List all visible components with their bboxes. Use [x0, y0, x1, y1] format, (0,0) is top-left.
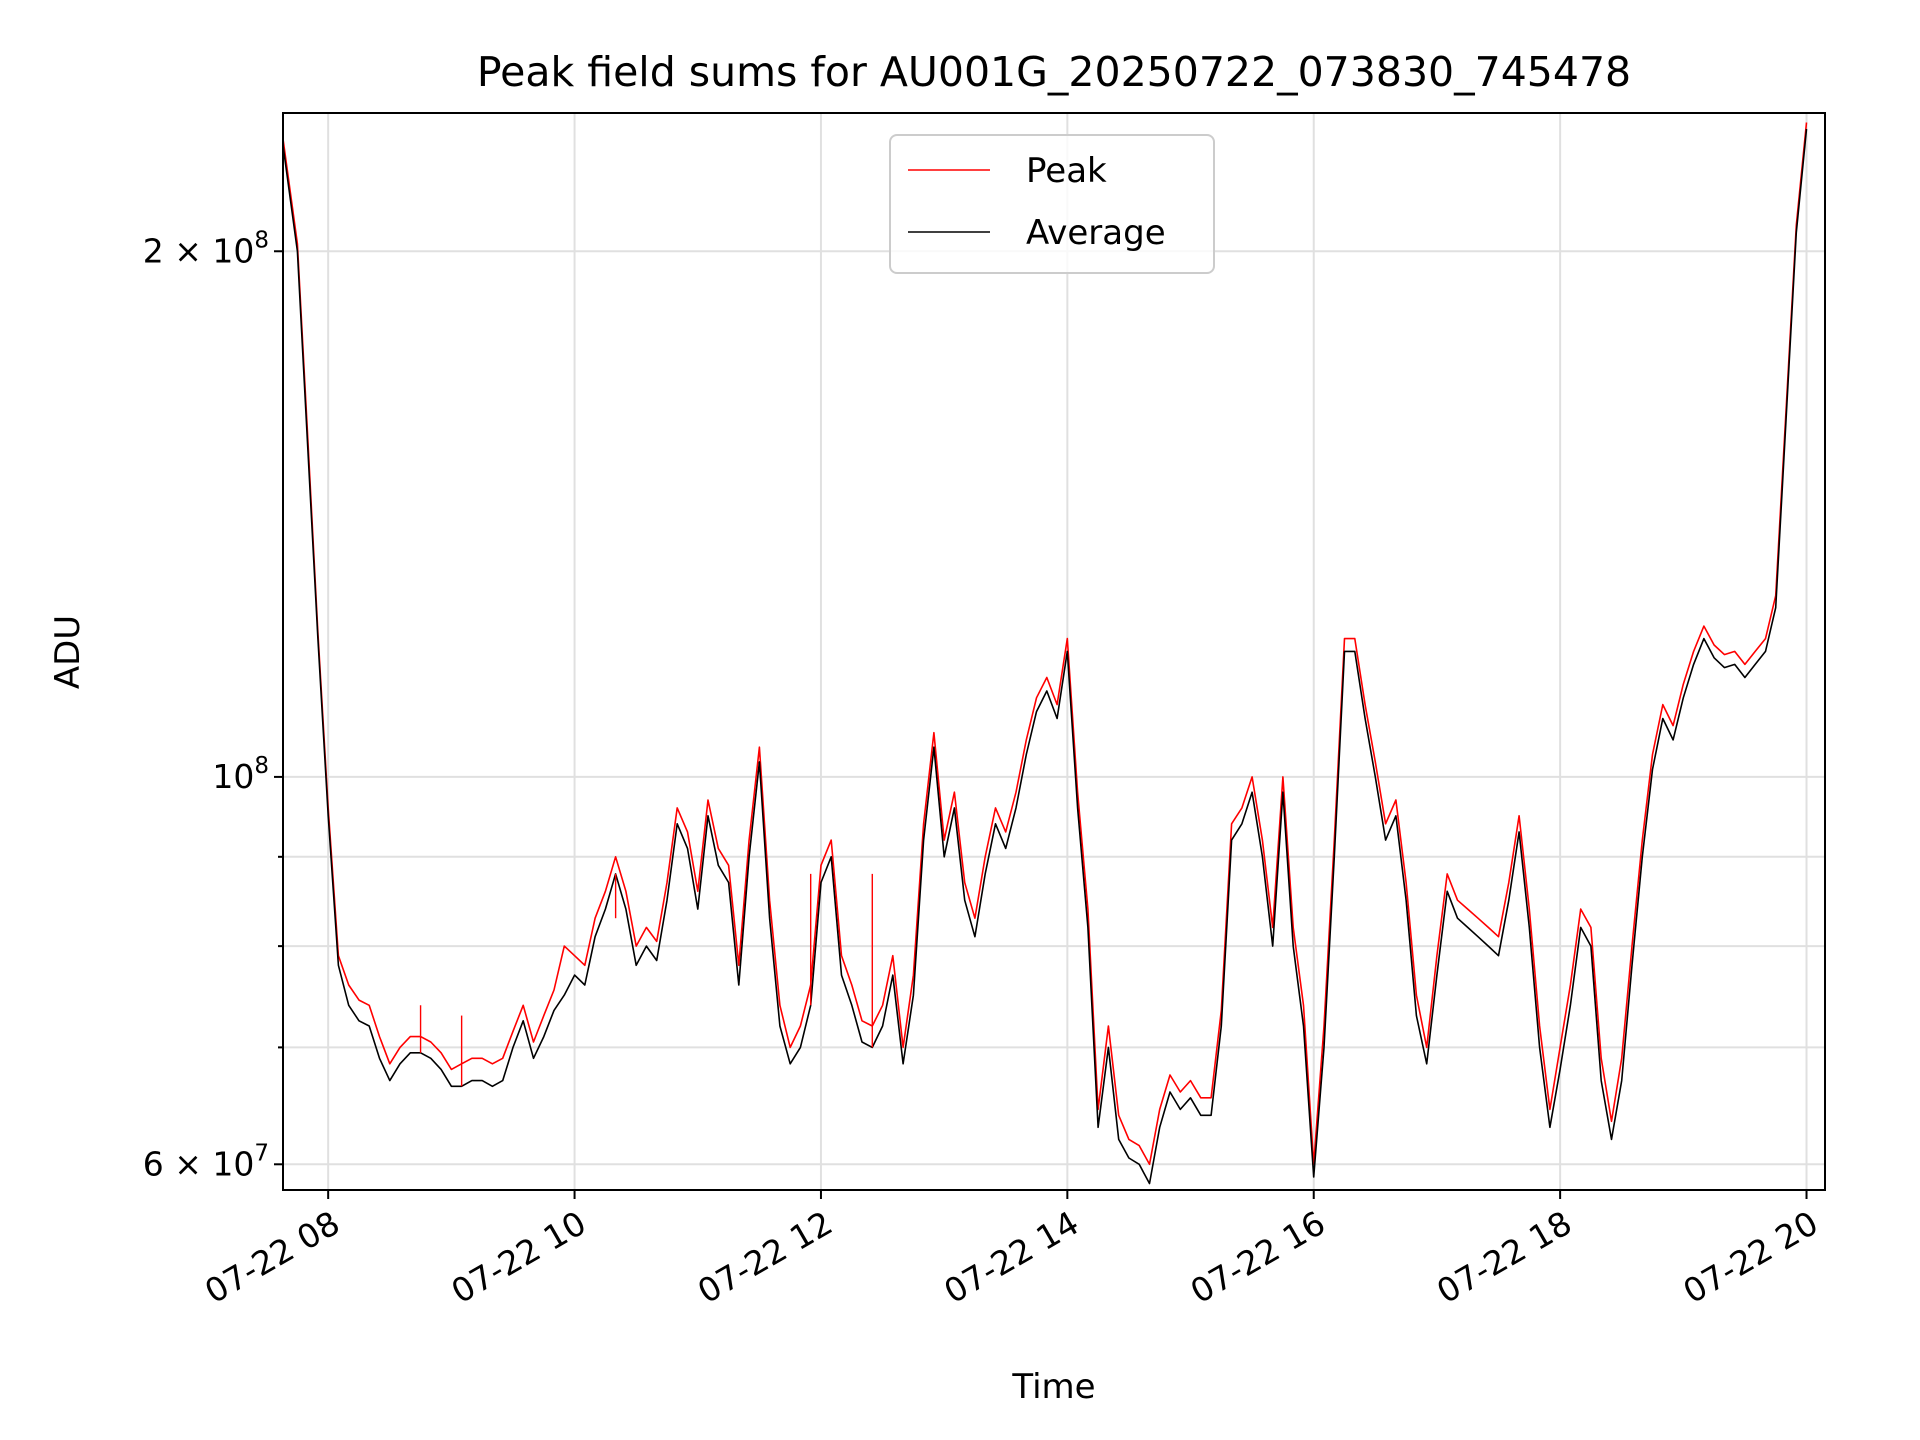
y-tick-label: 6 × 107 — [143, 1140, 269, 1183]
series-line-average — [282, 128, 1808, 1185]
series-lines — [282, 122, 1808, 1185]
y-tick-label: 2 × 108 — [143, 227, 269, 270]
y-tick-label-exponent: 8 — [254, 227, 269, 253]
y-tick-label-base: 10 — [212, 757, 254, 796]
series-line-peak — [282, 122, 1808, 1166]
legend-label-peak: Peak — [1026, 151, 1107, 191]
y-tick-label-exponent: 8 — [254, 753, 269, 779]
y-axis-label: ADU — [48, 615, 88, 689]
plot-frame — [282, 112, 1826, 1191]
y-tick-label-base: 6 × 10 — [143, 1144, 255, 1183]
legend-label-average: Average — [1026, 213, 1166, 253]
y-tick-label-base: 2 × 10 — [143, 231, 255, 270]
x-axis-label: Time — [1011, 1367, 1095, 1407]
y-tick-label-exponent: 7 — [254, 1140, 269, 1166]
legend: Peak Average — [889, 134, 1215, 274]
y-tick-label: 108 — [212, 753, 269, 796]
chart-title: Peak field sums for AU001G_20250722_0738… — [477, 48, 1631, 96]
